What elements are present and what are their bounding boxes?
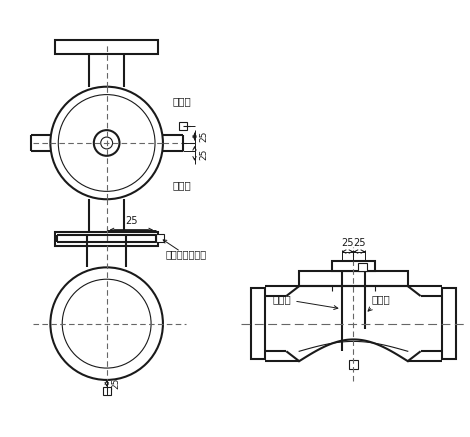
Text: 25: 25	[353, 238, 366, 248]
Text: 测温块: 测温块	[368, 294, 390, 311]
Bar	[349, 360, 359, 369]
Text: 25: 25	[111, 378, 121, 389]
Circle shape	[101, 137, 113, 149]
Text: 25: 25	[341, 238, 354, 248]
Text: 25: 25	[125, 216, 138, 226]
Bar	[55, 232, 158, 246]
Text: 热电偶: 热电偶	[173, 180, 192, 191]
Text: 25: 25	[199, 148, 209, 160]
Bar	[332, 261, 375, 271]
Text: 阀体阀盖连接面: 阀体阀盖连接面	[166, 250, 207, 260]
Bar	[156, 234, 164, 242]
Bar	[251, 288, 265, 359]
Bar	[299, 271, 408, 286]
Text: 热电偶: 热电偶	[273, 294, 338, 309]
Circle shape	[50, 267, 163, 380]
Bar	[179, 122, 187, 130]
Bar	[103, 387, 110, 395]
Circle shape	[62, 279, 151, 368]
Bar	[442, 288, 456, 359]
Text: 25: 25	[199, 131, 209, 142]
Bar	[359, 264, 367, 271]
Text: 测温块: 测温块	[173, 97, 192, 107]
Circle shape	[58, 94, 155, 191]
Circle shape	[50, 87, 163, 199]
Bar	[55, 40, 158, 54]
Circle shape	[94, 130, 119, 156]
